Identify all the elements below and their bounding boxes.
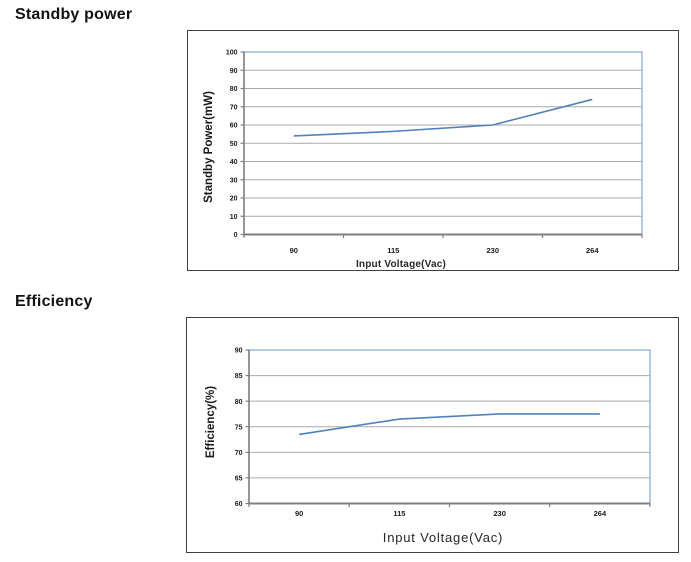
y-tick-label: 70: [230, 104, 238, 111]
standby-power-chart-svg: 0 10 20 30 40 50 60 70 80 90 100 90 115 230 264 Standby…: [203, 50, 643, 270]
x-tick-label: 115: [393, 509, 405, 518]
y-tick-label: 80: [230, 86, 238, 93]
efficiency-chart-svg: 60 65 70 75 80 85 90 90 115 230 264 Efficiency(%) In…: [205, 348, 651, 545]
y-tick-labels: 0 10 20 30 40 50 60 70 80 90 100: [226, 50, 238, 240]
y-tick-label: 10: [230, 214, 238, 221]
x-tick-label: 90: [295, 509, 303, 518]
standby-power-chart: 0 10 20 30 40 50 60 70 80 90 100 90 115 230 264 Standby…: [187, 30, 679, 271]
x-tick-labels: 90 115 230 264: [290, 246, 600, 255]
y-tick-label: 50: [230, 141, 238, 148]
x-axis-title: Input Voltage(Vac): [356, 259, 446, 270]
y-tick-label: 100: [226, 50, 238, 57]
tick-marks: [240, 51, 643, 238]
series-line: [293, 98, 593, 137]
series-line: [299, 413, 600, 436]
y-tick-label: 65: [235, 476, 243, 483]
y-axis-title: Standby Power(mW): [203, 91, 215, 203]
x-tick-label: 90: [290, 246, 298, 255]
gridlines: [244, 51, 642, 235]
y-tick-label: 20: [230, 196, 238, 203]
y-tick-label: 60: [230, 123, 238, 130]
x-tick-label: 264: [586, 246, 599, 255]
efficiency-chart: 60 65 70 75 80 85 90 90 115 230 264 Efficiency(%) In…: [186, 317, 679, 553]
y-tick-label: 80: [235, 399, 243, 406]
x-tick-label: 230: [493, 509, 506, 518]
y-tick-label: 90: [230, 68, 238, 75]
x-axis-title: Input Voltage(Vac): [383, 530, 503, 545]
y-tick-label: 70: [235, 450, 243, 457]
x-tick-label: 115: [387, 246, 399, 255]
y-tick-label: 90: [235, 348, 243, 355]
y-tick-label: 85: [235, 373, 243, 380]
x-tick-label: 264: [594, 509, 607, 518]
y-axis-title: Efficiency(%): [205, 386, 217, 458]
y-tick-label: 75: [235, 424, 243, 431]
y-tick-label: 30: [230, 177, 238, 184]
y-tick-label: 60: [235, 501, 243, 508]
tick-marks: [245, 349, 651, 507]
y-tick-label: 40: [230, 159, 238, 166]
y-tick-label: 0: [234, 232, 238, 239]
gridlines: [249, 349, 650, 504]
x-tick-labels: 90 115 230 264: [295, 509, 607, 518]
x-tick-label: 230: [486, 246, 499, 255]
chart-heading-efficiency: Efficiency: [15, 293, 93, 310]
chart-heading-standby-power: Standby power: [15, 6, 133, 23]
y-tick-labels: 60 65 70 75 80 85 90: [235, 348, 243, 509]
